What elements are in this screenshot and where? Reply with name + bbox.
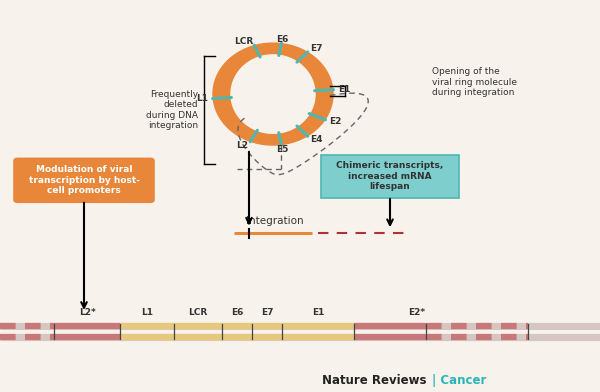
FancyBboxPatch shape xyxy=(321,155,459,198)
FancyBboxPatch shape xyxy=(13,158,155,203)
Text: LCR: LCR xyxy=(233,37,253,46)
Text: Modulation of viral
transcription by host-
cell promoters: Modulation of viral transcription by hos… xyxy=(29,165,139,195)
Text: E2: E2 xyxy=(329,117,342,126)
Text: E1: E1 xyxy=(312,308,324,317)
Text: L1: L1 xyxy=(196,94,208,103)
Text: Chimeric transcripts,
increased mRNA
lifespan: Chimeric transcripts, increased mRNA lif… xyxy=(337,162,443,191)
Text: Nature Reviews: Nature Reviews xyxy=(322,374,426,387)
Text: L1: L1 xyxy=(141,308,153,317)
Text: E7: E7 xyxy=(261,308,273,317)
Text: E4: E4 xyxy=(310,135,323,144)
Text: Opening of the
viral ring molecule
during integration: Opening of the viral ring molecule durin… xyxy=(432,67,517,97)
Text: E6: E6 xyxy=(276,34,288,44)
Text: L2*: L2* xyxy=(79,308,95,317)
Polygon shape xyxy=(231,55,315,133)
Text: Frequently
deleted
during DNA
integration: Frequently deleted during DNA integratio… xyxy=(146,90,198,130)
Text: E5: E5 xyxy=(276,145,288,154)
Polygon shape xyxy=(213,43,333,145)
Text: E7: E7 xyxy=(310,44,323,53)
Text: L2: L2 xyxy=(236,141,248,150)
Text: E1: E1 xyxy=(338,85,350,94)
Text: LCR: LCR xyxy=(188,308,208,317)
Text: | Cancer: | Cancer xyxy=(432,374,487,387)
Text: E2*: E2* xyxy=(409,308,425,317)
Text: E6: E6 xyxy=(231,308,243,317)
Text: Integration: Integration xyxy=(246,216,304,227)
